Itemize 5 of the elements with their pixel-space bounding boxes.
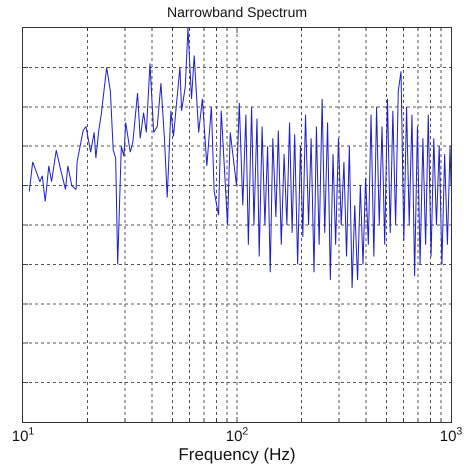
chart-title: Narrowband Spectrum xyxy=(166,4,308,20)
x-tick-label: 10$^{3}$ xyxy=(440,426,462,445)
x-tick-label: 10$^{1}$ xyxy=(12,426,34,445)
x-tick-label: 10$^{2}$ xyxy=(226,426,248,445)
x-axis-title: Frequency (Hz) xyxy=(178,445,296,464)
